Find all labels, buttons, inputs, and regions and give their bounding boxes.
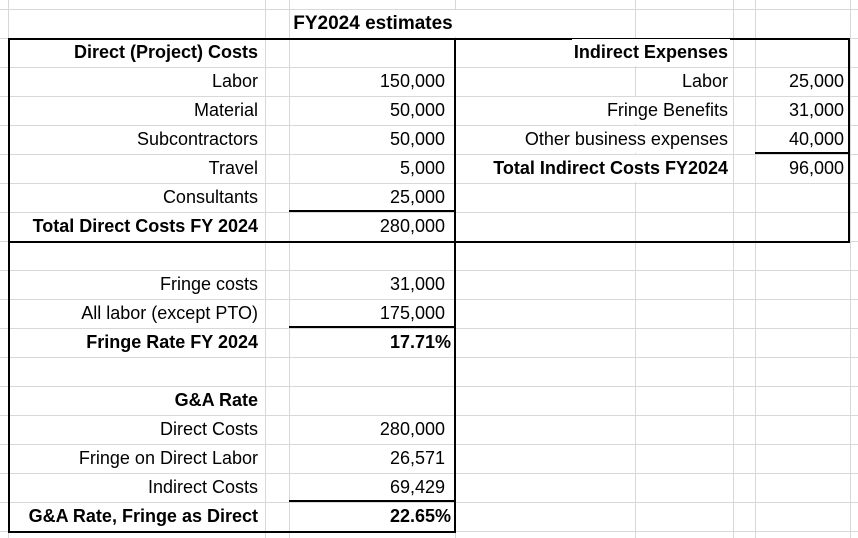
cell-ga-direct-costs-label[interactable]: Direct Costs xyxy=(159,419,258,439)
cell-direct-header[interactable]: Direct (Project) Costs xyxy=(73,42,258,62)
cell-indirect-other-expenses-value[interactable]: 40,000 xyxy=(788,129,844,149)
cell-ga-indirect-costs-label[interactable]: Indirect Costs xyxy=(147,477,258,497)
cell-direct-labor-value[interactable]: 150,000 xyxy=(379,71,445,91)
row-gridline xyxy=(0,328,858,329)
column-gridline xyxy=(850,0,851,538)
row-gridline xyxy=(0,415,858,416)
cell-indirect-labor-label[interactable]: Labor xyxy=(679,68,730,95)
cell-direct-material-label[interactable]: Material xyxy=(193,100,258,120)
row-gridline xyxy=(0,183,858,184)
cell-direct-consultants-label[interactable]: Consultants xyxy=(162,187,258,207)
cell-ga-direct-costs-value[interactable]: 280,000 xyxy=(379,419,445,439)
column-gridline xyxy=(265,0,266,538)
row-gridline xyxy=(0,270,858,271)
cell-direct-total-value[interactable]: 280,000 xyxy=(379,216,445,236)
row-gridline xyxy=(0,473,858,474)
column-gridline xyxy=(733,0,734,538)
cell-direct-material-value[interactable]: 50,000 xyxy=(389,100,445,120)
direct-total-underline xyxy=(289,210,455,212)
row-gridline xyxy=(0,299,858,300)
row-gridline xyxy=(0,67,858,68)
fringe-total-underline xyxy=(289,326,455,328)
cell-direct-labor-label[interactable]: Labor xyxy=(211,71,258,91)
column-gridline xyxy=(755,0,756,538)
ga-total-underline xyxy=(289,500,455,502)
cell-ga-header[interactable]: G&A Rate xyxy=(174,390,258,410)
row-gridline xyxy=(0,96,858,97)
cell-fringe-rate-label[interactable]: Fringe Rate FY 2024 xyxy=(86,332,258,352)
cell-direct-travel-value[interactable]: 5,000 xyxy=(399,158,445,178)
cell-fringe-costs-label[interactable]: Fringe costs xyxy=(159,274,258,294)
cell-ga-fringe-direct-labor-label[interactable]: Fringe on Direct Labor xyxy=(78,448,258,468)
cell-direct-travel-label[interactable]: Travel xyxy=(208,158,258,178)
cell-fringe-rate-value[interactable]: 17.71% xyxy=(389,332,451,352)
sheet-title[interactable]: FY2024 estimates xyxy=(290,10,456,37)
cell-all-labor-label[interactable]: All labor (except PTO) xyxy=(81,303,258,323)
cell-indirect-fringe-benefits-value[interactable]: 31,000 xyxy=(788,100,844,120)
row-gridline xyxy=(0,154,858,155)
cell-fringe-costs-value[interactable]: 31,000 xyxy=(389,274,445,294)
rates-range-border xyxy=(8,241,456,533)
cell-direct-subcontractors-value[interactable]: 50,000 xyxy=(389,129,445,149)
cell-indirect-fringe-benefits-label[interactable]: Fringe Benefits xyxy=(604,97,730,124)
cell-indirect-labor-value[interactable]: 25,000 xyxy=(788,71,844,91)
cell-direct-total-label[interactable]: Total Direct Costs FY 2024 xyxy=(32,216,258,236)
cell-indirect-other-expenses-label[interactable]: Other business expenses xyxy=(522,126,730,153)
row-gridline xyxy=(0,125,858,126)
cell-ga-rate-label[interactable]: G&A Rate, Fringe as Direct xyxy=(28,506,258,526)
row-gridline xyxy=(0,502,858,503)
cell-ga-indirect-costs-value[interactable]: 69,429 xyxy=(389,477,445,497)
cell-indirect-total-label[interactable]: Total Indirect Costs FY2024 xyxy=(491,155,730,182)
row-gridline xyxy=(0,386,858,387)
column-gridline xyxy=(289,0,290,538)
row-gridline xyxy=(0,357,858,358)
cell-direct-consultants-value[interactable]: 25,000 xyxy=(389,187,445,207)
column-gridline xyxy=(635,0,636,538)
cell-direct-subcontractors-label[interactable]: Subcontractors xyxy=(136,129,258,149)
cell-indirect-header[interactable]: Indirect Expenses xyxy=(571,39,730,66)
indirect-total-underline xyxy=(755,152,850,154)
cell-all-labor-value[interactable]: 175,000 xyxy=(379,303,445,323)
row-gridline xyxy=(0,212,858,213)
cell-ga-fringe-direct-labor-value[interactable]: 26,571 xyxy=(389,448,445,468)
cell-ga-rate-value[interactable]: 22.65% xyxy=(389,506,451,526)
row-gridline xyxy=(0,444,858,445)
row-gridline xyxy=(0,9,858,10)
cell-indirect-total-value[interactable]: 96,000 xyxy=(788,158,844,178)
